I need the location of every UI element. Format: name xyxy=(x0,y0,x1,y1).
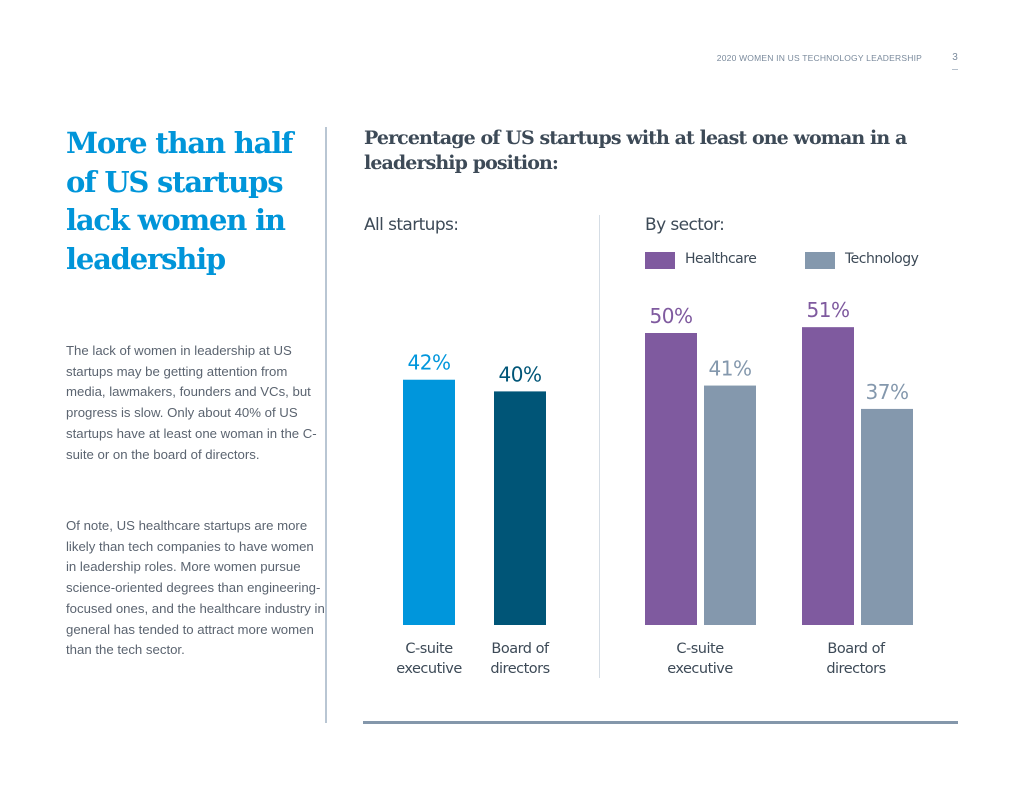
body-paragraph: Of note, US healthcare startups are more… xyxy=(66,518,325,658)
bar-healthcare-board xyxy=(802,327,854,625)
chart-divider xyxy=(599,215,600,678)
bar-healthcare-csuite-value-label: 50% xyxy=(650,304,693,328)
legend-label-technology: Technology xyxy=(845,251,919,267)
page-number: 3 xyxy=(952,52,958,63)
bottom-rule xyxy=(363,721,958,724)
page-number-underline xyxy=(952,69,958,70)
bar-technology-csuite xyxy=(704,385,756,625)
bar-all-board xyxy=(494,391,546,625)
category-label-sector-csuite-line-1: C-suite xyxy=(676,641,724,657)
category-label-all-board-line-1: Board of xyxy=(491,641,550,657)
bar-all-csuite-value-label: 42% xyxy=(408,351,451,375)
bar-all-csuite xyxy=(403,379,455,625)
chart-title: Percentage of US startups with at least … xyxy=(364,127,907,174)
column-divider xyxy=(325,127,327,723)
bar-healthcare-board-value-label: 51% xyxy=(807,298,850,322)
bar-healthcare-csuite xyxy=(645,333,697,625)
category-label-all-csuite-line-2: executive xyxy=(396,661,462,677)
bar-technology-board xyxy=(861,408,913,625)
headline: More than half of US startups lack women… xyxy=(66,126,293,276)
category-label-sector-board-line-1: Board of xyxy=(827,641,886,657)
running-header: 2020 WOMEN IN US TECHNOLOGY LEADERSHIP xyxy=(716,53,922,63)
category-label-all-csuite-line-1: C-suite xyxy=(405,641,453,657)
bar-all-board-value-label: 40% xyxy=(499,362,542,386)
subtitle-by-sector: By sector: xyxy=(645,215,725,235)
bar-technology-csuite-value-label: 41% xyxy=(709,357,752,381)
legend-swatch-healthcare xyxy=(645,252,675,269)
category-label-all-board-line-2: directors xyxy=(490,661,549,677)
legend-label-healthcare: Healthcare xyxy=(685,251,757,267)
bar-technology-board-value-label: 37% xyxy=(866,380,909,404)
category-label-sector-board-line-2: directors xyxy=(826,661,885,677)
category-label-sector-csuite-line-2: executive xyxy=(667,661,733,677)
body-paragraph: The lack of women in leadership at US st… xyxy=(66,343,317,462)
subtitle-all-startups: All startups: xyxy=(364,215,459,235)
legend-swatch-technology xyxy=(805,252,835,269)
